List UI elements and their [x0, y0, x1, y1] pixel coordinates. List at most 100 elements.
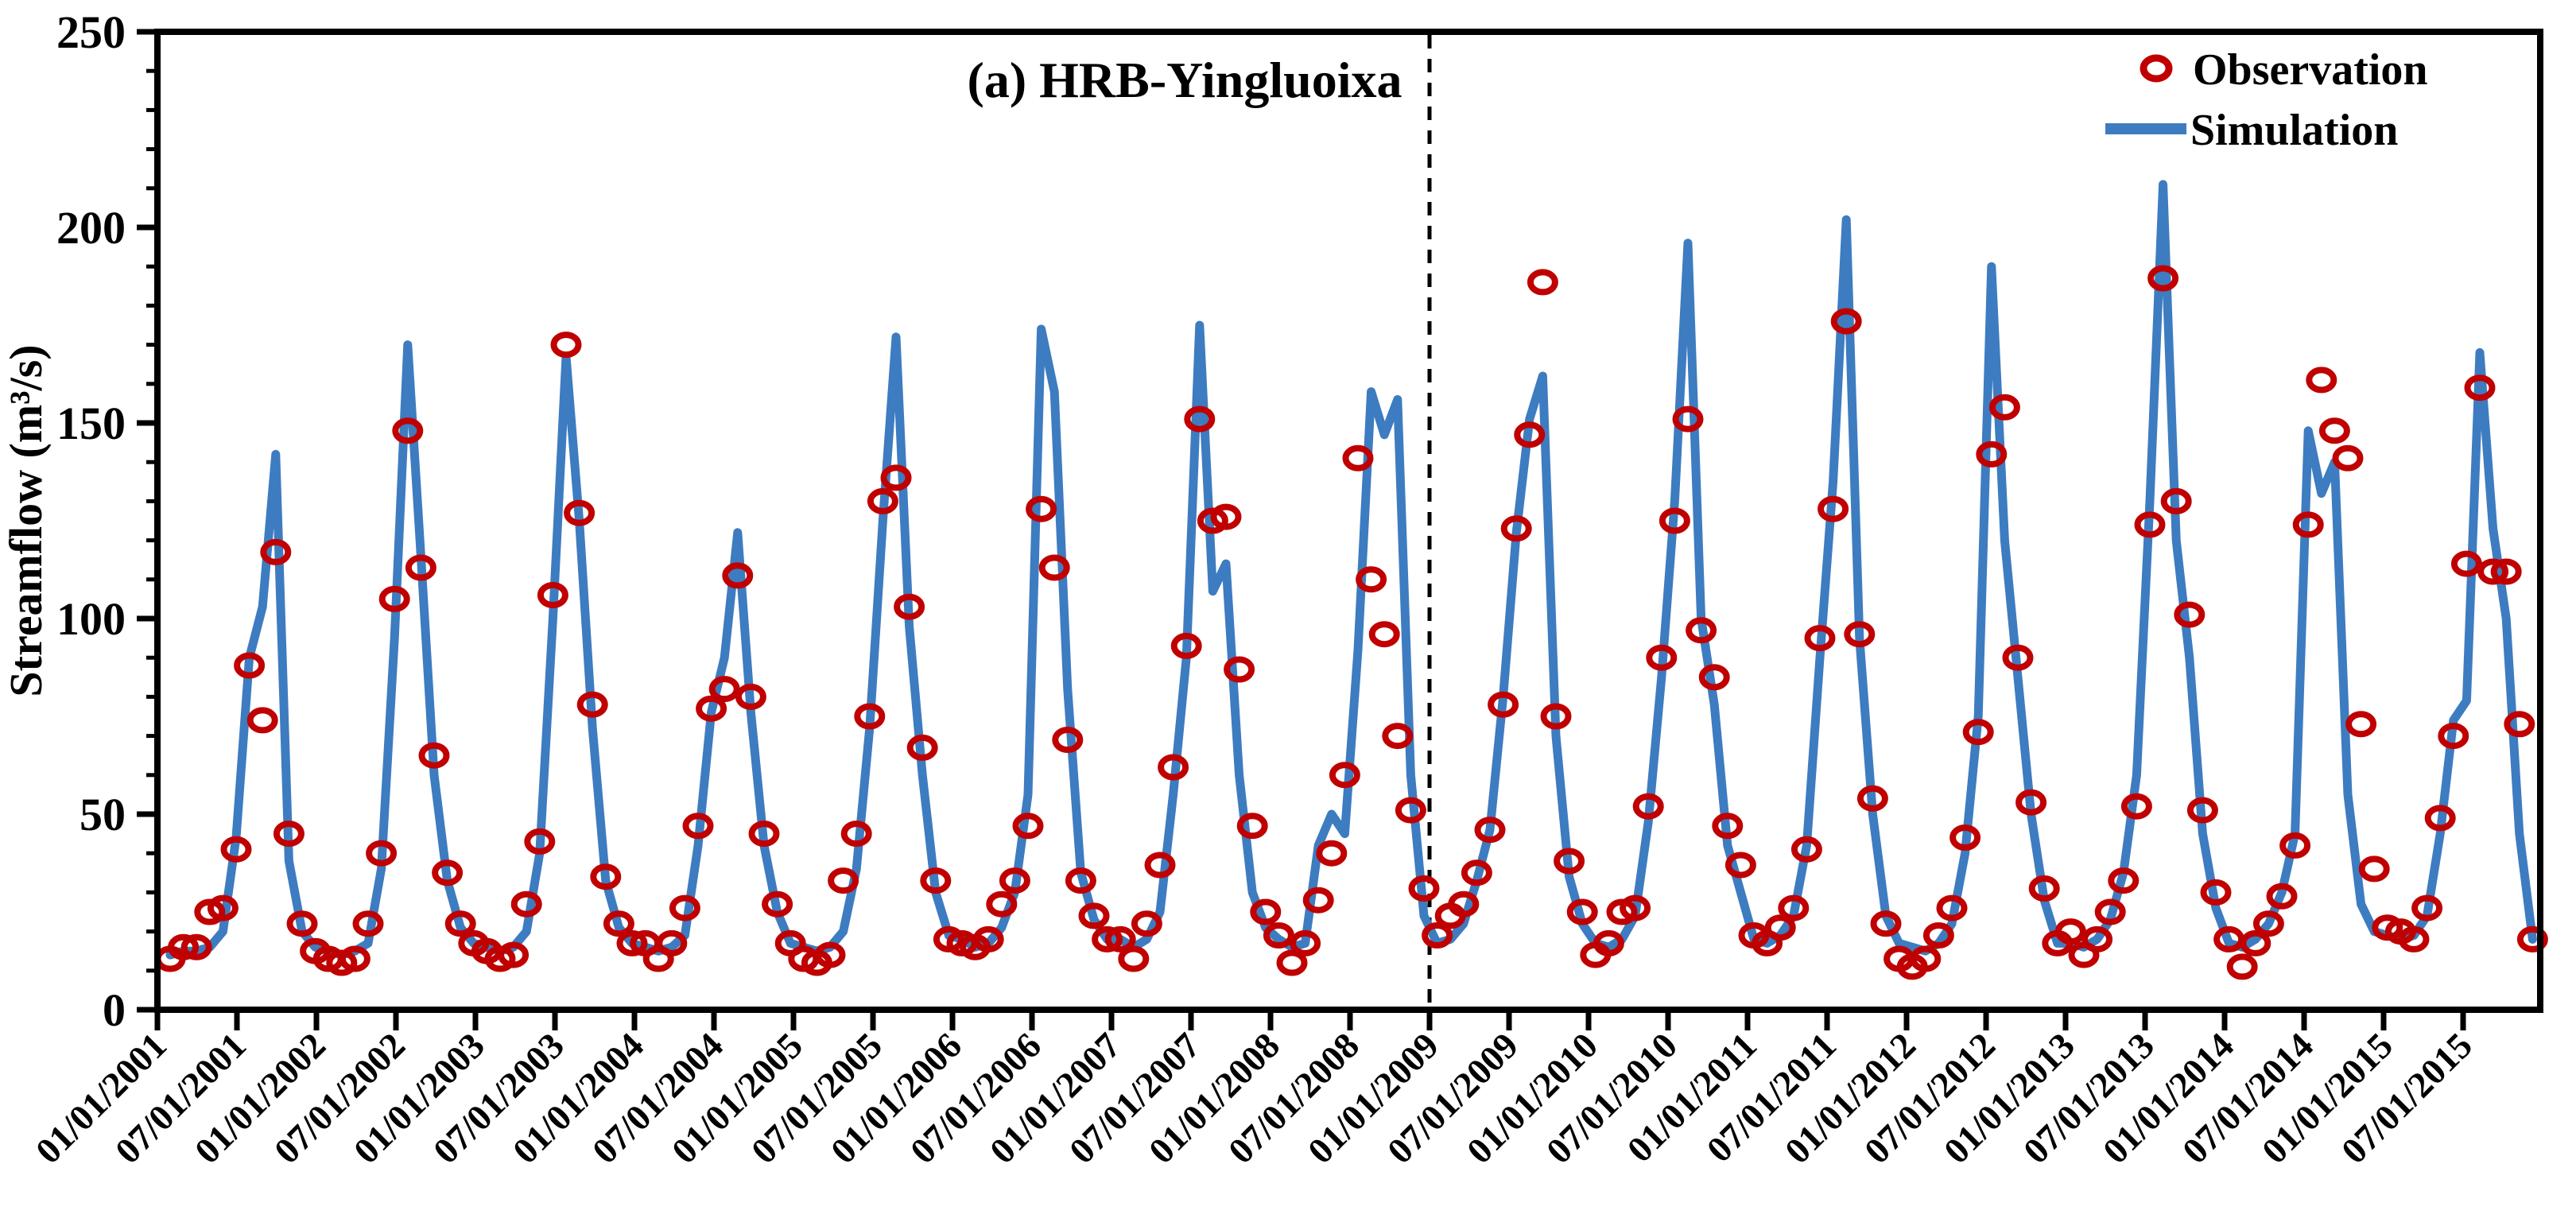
- observation-point: [2464, 374, 2496, 402]
- observation-point: [1962, 719, 1994, 746]
- observation-point: [1870, 910, 1902, 937]
- y-tick-label: 200: [56, 202, 126, 254]
- observation-point: [920, 867, 952, 894]
- observation-point: [234, 652, 266, 679]
- chart-title: (a) HRB-Yingluoixa: [968, 52, 1402, 108]
- observation-point: [2174, 601, 2206, 628]
- observation-point: [1672, 405, 1704, 433]
- observation-point: [207, 894, 239, 921]
- observation-point: [2120, 793, 2152, 820]
- y-axis-label: Streamflow (m³/s): [0, 344, 52, 696]
- observation-point: [1922, 922, 1954, 949]
- observation-point: [2081, 925, 2113, 952]
- observation-point: [576, 691, 608, 718]
- observation-point: [1554, 848, 1585, 875]
- observation-point: [1527, 269, 1558, 296]
- observation-point: [1620, 894, 1651, 921]
- observation-point: [1514, 421, 1546, 448]
- observation-point: [1276, 949, 1308, 976]
- y-tick-label: 150: [56, 398, 126, 449]
- observation-point: [1012, 813, 1044, 840]
- y-tick-label: 250: [56, 6, 126, 58]
- observation-point: [1976, 440, 2008, 468]
- simulation-polyline: [165, 180, 2537, 960]
- observation-point: [1382, 723, 1414, 750]
- observation-point: [524, 828, 556, 855]
- observation-point: [1593, 929, 1624, 956]
- observation-point: [1988, 394, 2020, 421]
- observation-point: [616, 929, 648, 956]
- observation-point: [1052, 727, 1084, 753]
- observation-point: [1936, 894, 1968, 921]
- observation-point: [1290, 929, 1321, 956]
- observation-point: [840, 821, 872, 848]
- observation-point: [2002, 644, 2034, 671]
- legend-observation-label: Observation: [2193, 45, 2428, 95]
- observation-point: [1250, 898, 1282, 925]
- observation-point: [1764, 914, 1796, 941]
- simulation-line: [165, 180, 2537, 960]
- observation-point: [894, 593, 925, 620]
- observation-point: [432, 859, 464, 887]
- observation-point: [1658, 507, 1690, 534]
- observation-point: [2015, 789, 2047, 816]
- observation-point: [1118, 945, 1150, 972]
- observation-point: [405, 554, 436, 581]
- observation-point: [1949, 824, 1981, 851]
- observation-point: [1092, 925, 1123, 952]
- observation-point: [1026, 495, 1057, 522]
- observation-point: [1856, 785, 1888, 812]
- observation-point: [1329, 762, 1360, 789]
- observation-point: [1488, 691, 1519, 718]
- observation-point: [1210, 503, 1242, 530]
- observation-point: [828, 867, 859, 894]
- observation-point: [418, 742, 450, 769]
- observation-point: [246, 707, 278, 734]
- observation-point: [696, 695, 727, 722]
- observation-point: [510, 890, 542, 918]
- observation-point: [906, 734, 938, 761]
- observation-point: [722, 562, 754, 589]
- observation-point: [2438, 723, 2469, 750]
- observation-point: [1566, 898, 1598, 925]
- observation-point: [708, 676, 740, 703]
- observation-point: [2134, 511, 2166, 538]
- plot-border: [154, 29, 2543, 1013]
- observation-point: [2411, 894, 2443, 921]
- observation-point: [1804, 625, 1836, 652]
- observation-point: [656, 929, 688, 956]
- observation-point: [2504, 711, 2535, 738]
- observation-point: [273, 821, 305, 848]
- observation-point: [168, 933, 200, 960]
- observation-point: [1144, 852, 1176, 879]
- observation-point: [392, 417, 424, 444]
- observation-point: [2200, 879, 2232, 906]
- observation-point: [550, 332, 582, 359]
- legend-observation-marker-icon: [2140, 54, 2173, 83]
- observation-point: [180, 933, 212, 960]
- observation-point: [1224, 656, 1255, 683]
- observation-point: [564, 499, 596, 526]
- observation-point: [1395, 797, 1426, 824]
- observation-point: [2358, 855, 2390, 883]
- observation-point: [2306, 367, 2337, 394]
- observation-point: [1368, 621, 1400, 648]
- observation-point: [1263, 922, 1294, 949]
- observation-point: [220, 836, 252, 863]
- observation-point: [1038, 554, 1070, 581]
- observation-point: [603, 910, 634, 937]
- observation-point: [1316, 840, 1348, 867]
- observation-point: [1790, 836, 1822, 863]
- observation-point: [2450, 550, 2482, 577]
- observation-point: [1342, 444, 1374, 471]
- observation-point: [1844, 621, 1876, 648]
- observation-point: [444, 910, 476, 937]
- observation-point: [286, 910, 318, 937]
- observation-point: [2252, 910, 2284, 937]
- x-axis-tick-labels: 01/01/200107/01/200101/01/200207/01/2002…: [28, 1025, 2480, 1171]
- observation-point: [854, 703, 886, 730]
- y-tick-label: 100: [56, 593, 126, 645]
- observation-point: [1646, 644, 1678, 671]
- observation-point: [2094, 898, 2126, 925]
